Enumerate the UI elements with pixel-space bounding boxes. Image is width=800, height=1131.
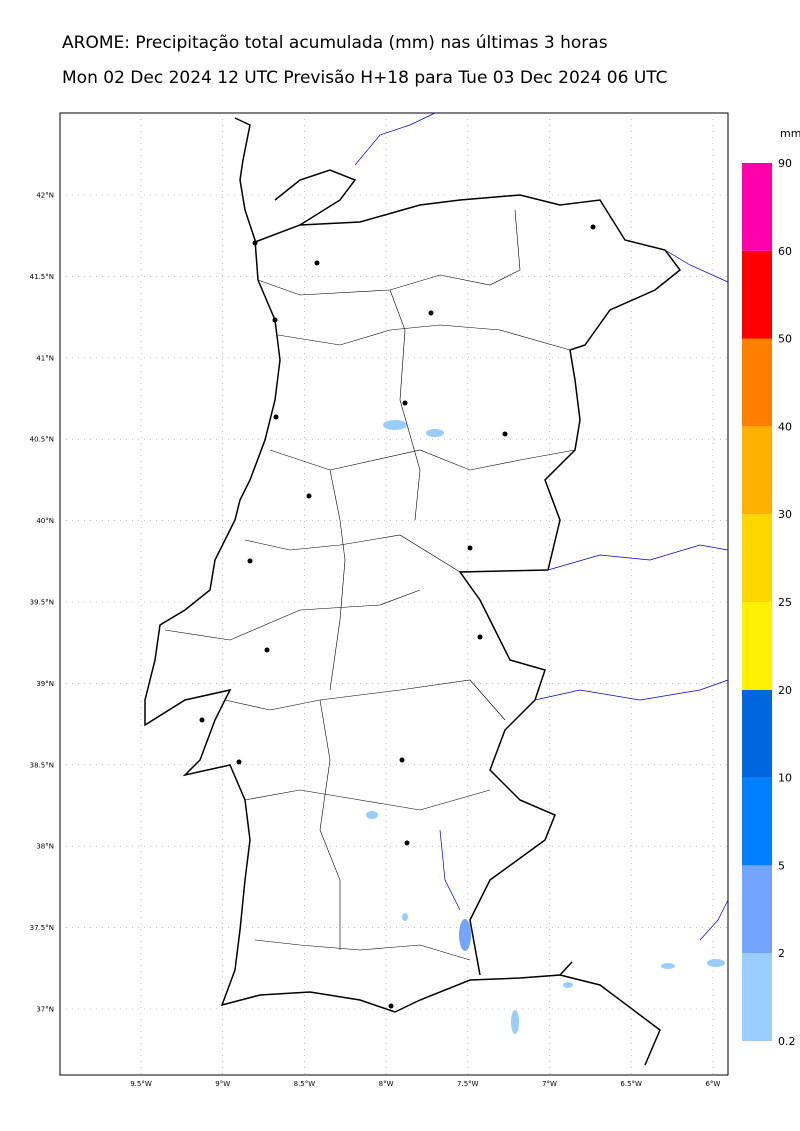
city bbox=[399, 757, 405, 763]
city bbox=[467, 545, 473, 551]
border-line bbox=[439, 829, 461, 911]
colorbar-label: 10 bbox=[778, 772, 792, 785]
colorbar-label: 25 bbox=[778, 596, 792, 609]
colorbar-label: 2 bbox=[778, 947, 785, 960]
precipitation bbox=[366, 420, 725, 1034]
district-line bbox=[224, 679, 506, 721]
colorbar-label: 40 bbox=[778, 420, 792, 433]
district-line bbox=[269, 449, 576, 471]
lat-label: 39.5°N bbox=[30, 599, 54, 607]
map-frame bbox=[59, 112, 729, 1076]
districts bbox=[164, 209, 576, 961]
rain-area bbox=[661, 963, 675, 969]
lon-label: 8.5°W bbox=[294, 1080, 316, 1088]
colorbar-segment bbox=[742, 514, 772, 602]
colorbar-segment bbox=[742, 338, 772, 427]
district-line bbox=[254, 939, 471, 961]
lat-label: 40°N bbox=[36, 517, 54, 525]
border-line bbox=[547, 544, 729, 571]
lon-label: 7°W bbox=[542, 1080, 557, 1088]
lat-label: 40.5°N bbox=[30, 436, 54, 444]
colorbar-label: 50 bbox=[778, 333, 792, 346]
city bbox=[404, 840, 410, 846]
lon-label: 7.5°W bbox=[457, 1080, 479, 1088]
city bbox=[252, 240, 258, 246]
city bbox=[590, 224, 596, 230]
colorbar-label: 5 bbox=[778, 859, 785, 872]
colorbar-label: 90 bbox=[778, 157, 792, 170]
city bbox=[199, 717, 205, 723]
rain-area bbox=[366, 811, 378, 819]
border-line bbox=[699, 899, 729, 941]
colorbar-segment bbox=[742, 602, 772, 690]
colorbar-segment bbox=[742, 865, 772, 954]
lat-label: 38°N bbox=[36, 843, 54, 851]
colorbar-segment bbox=[742, 163, 772, 251]
lat-label: 42°N bbox=[36, 192, 54, 200]
rain-area bbox=[459, 919, 471, 951]
city bbox=[264, 647, 270, 653]
lon-label: 8°W bbox=[379, 1080, 394, 1088]
rain-area bbox=[563, 982, 573, 988]
spain-borders bbox=[354, 112, 729, 941]
city bbox=[314, 260, 320, 266]
lon-label: 6.5°W bbox=[620, 1080, 642, 1088]
city bbox=[502, 431, 508, 437]
city bbox=[247, 558, 253, 564]
lon-label: 9°W bbox=[215, 1080, 230, 1088]
lon-label: 9.5°W bbox=[130, 1080, 152, 1088]
lat-label: 41.5°N bbox=[30, 273, 54, 281]
city bbox=[428, 310, 434, 316]
colorbar-label: 0.2 bbox=[778, 1035, 796, 1048]
city bbox=[236, 759, 242, 765]
title: AROME: Precipitação total acumulada (mm)… bbox=[62, 33, 608, 53]
subtitle: Mon 02 Dec 2024 12 UTC Previsão H+18 par… bbox=[62, 68, 668, 88]
district-line bbox=[277, 324, 571, 351]
colorbar-segment bbox=[742, 426, 772, 515]
colorbar-segment bbox=[742, 953, 772, 1041]
border-line bbox=[534, 679, 729, 701]
map bbox=[59, 112, 729, 1076]
city bbox=[272, 317, 278, 323]
rain-area bbox=[707, 959, 725, 967]
city bbox=[273, 414, 279, 420]
lat-label: 38.5°N bbox=[30, 761, 54, 769]
lat-label: 39°N bbox=[36, 680, 54, 688]
lat-label: 37.5°N bbox=[30, 924, 54, 932]
city bbox=[388, 1003, 394, 1009]
colorbar-label: 20 bbox=[778, 684, 792, 697]
graticule bbox=[60, 113, 728, 1075]
rain-area bbox=[426, 429, 444, 437]
district-line bbox=[389, 289, 421, 521]
district-line bbox=[244, 534, 461, 573]
colorbar-unit: mm bbox=[780, 127, 800, 140]
district-line bbox=[257, 209, 521, 296]
colorbar-segment bbox=[742, 689, 772, 778]
rain-area bbox=[383, 420, 407, 430]
city bbox=[306, 493, 312, 499]
border-line bbox=[664, 249, 729, 283]
colorbar-segment bbox=[742, 250, 772, 339]
city bbox=[402, 400, 408, 406]
district-line bbox=[244, 789, 491, 811]
rain-area bbox=[511, 1010, 519, 1034]
lat-label: 37°N bbox=[36, 1006, 54, 1014]
city bbox=[477, 634, 483, 640]
district-line bbox=[319, 699, 341, 950]
lat-label: 41°N bbox=[36, 354, 54, 362]
district-line bbox=[164, 589, 421, 641]
colorbar-segment bbox=[742, 777, 772, 866]
cities bbox=[199, 224, 596, 1009]
colorbar-label: 60 bbox=[778, 245, 792, 258]
lon-label: 6°W bbox=[705, 1080, 720, 1088]
rain-area bbox=[402, 913, 408, 921]
border-line bbox=[354, 112, 436, 166]
colorbar-label: 30 bbox=[778, 508, 792, 521]
coastline-and-border bbox=[144, 117, 682, 1066]
district-line bbox=[329, 469, 346, 691]
